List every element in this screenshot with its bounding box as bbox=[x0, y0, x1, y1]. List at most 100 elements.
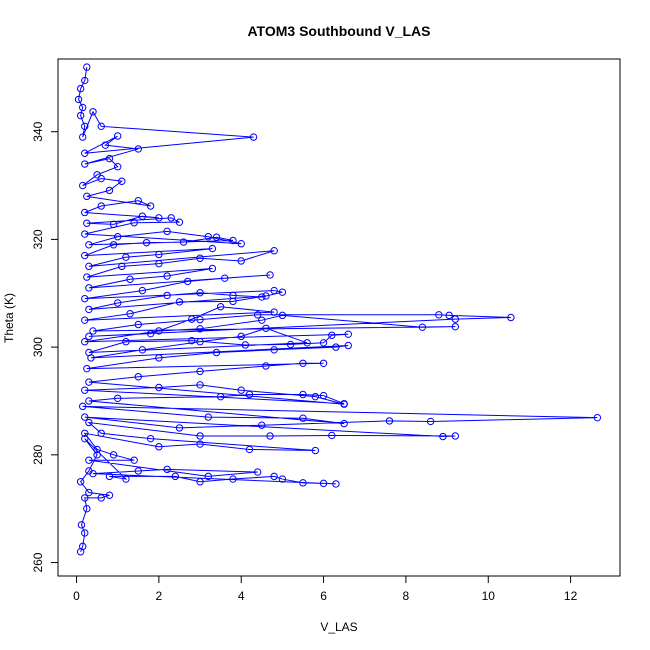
data-point bbox=[83, 192, 91, 201]
data-point bbox=[81, 251, 89, 260]
data-point bbox=[134, 467, 142, 475]
data-point bbox=[229, 236, 237, 245]
data-point bbox=[74, 95, 83, 104]
data-point bbox=[340, 419, 348, 428]
data-point bbox=[241, 341, 250, 349]
data-point bbox=[253, 311, 262, 319]
data-point bbox=[126, 275, 134, 283]
data-point bbox=[299, 390, 307, 399]
data-point bbox=[97, 494, 105, 502]
data-point bbox=[114, 132, 122, 140]
data-point bbox=[114, 163, 122, 171]
y-tick-label: 280 bbox=[31, 444, 45, 464]
x-tick-label: 10 bbox=[482, 589, 496, 603]
data-point bbox=[138, 346, 147, 354]
data-point bbox=[155, 443, 163, 451]
data-point bbox=[328, 331, 336, 339]
data-point bbox=[299, 359, 307, 367]
data-point bbox=[208, 264, 217, 273]
x-tick-label: 12 bbox=[564, 589, 578, 603]
data-point bbox=[142, 238, 151, 247]
data-point bbox=[196, 289, 204, 297]
series-line bbox=[78, 67, 598, 552]
data-point bbox=[262, 362, 270, 370]
data-point bbox=[270, 247, 278, 255]
data-point bbox=[167, 214, 175, 222]
data-point bbox=[83, 504, 91, 513]
data-point bbox=[196, 432, 204, 440]
x-tick-label: 4 bbox=[238, 589, 245, 603]
data-point bbox=[155, 354, 163, 362]
data-point bbox=[216, 303, 225, 311]
data-point bbox=[418, 323, 427, 331]
data-point bbox=[130, 219, 138, 227]
data-point bbox=[270, 472, 278, 481]
data-point bbox=[270, 346, 278, 354]
data-point bbox=[155, 259, 163, 268]
data-point bbox=[77, 521, 86, 529]
data-point bbox=[105, 186, 114, 195]
data-point bbox=[83, 364, 91, 373]
data-point bbox=[93, 445, 101, 454]
plot-frame bbox=[57, 58, 621, 577]
data-point bbox=[146, 329, 155, 338]
data-point bbox=[97, 429, 105, 437]
data-point bbox=[85, 305, 93, 314]
data-point bbox=[134, 373, 142, 381]
data-point bbox=[299, 479, 307, 487]
data-point bbox=[286, 340, 295, 349]
data-point bbox=[183, 277, 192, 286]
data-point bbox=[319, 359, 328, 367]
data-point bbox=[85, 284, 93, 292]
x-tick-label: 8 bbox=[403, 589, 410, 603]
data-point bbox=[105, 154, 114, 163]
data-point bbox=[79, 181, 87, 190]
data-point bbox=[114, 233, 122, 241]
data-point bbox=[262, 324, 270, 332]
data-point bbox=[155, 327, 163, 335]
data-point bbox=[93, 451, 101, 459]
data-point bbox=[81, 230, 89, 238]
data-point bbox=[328, 431, 336, 440]
data-point bbox=[179, 238, 188, 246]
data-point bbox=[109, 241, 118, 249]
data-point bbox=[109, 220, 118, 229]
data-point bbox=[163, 465, 171, 474]
data-point bbox=[311, 392, 320, 401]
data-point bbox=[258, 316, 266, 324]
data-point bbox=[85, 488, 93, 497]
data-point bbox=[83, 219, 91, 227]
data-point bbox=[118, 262, 126, 271]
data-point bbox=[146, 434, 155, 443]
data-point bbox=[93, 171, 101, 179]
data-point bbox=[155, 214, 163, 222]
data-point bbox=[105, 472, 114, 481]
data-point bbox=[270, 286, 278, 295]
x-tick-label: 0 bbox=[73, 589, 80, 603]
data-point bbox=[134, 145, 142, 153]
data-point bbox=[245, 390, 254, 399]
data-point bbox=[134, 196, 142, 205]
y-tick-label: 340 bbox=[31, 121, 45, 141]
data-point bbox=[237, 257, 245, 265]
data-point bbox=[81, 338, 89, 346]
data-point bbox=[89, 108, 97, 116]
data-point bbox=[81, 429, 89, 437]
data-point bbox=[76, 478, 85, 486]
data-point bbox=[76, 84, 85, 93]
data-point bbox=[451, 315, 460, 323]
y-tick-label: 320 bbox=[31, 229, 45, 249]
data-point bbox=[196, 367, 204, 376]
data-point bbox=[278, 288, 287, 296]
data-point bbox=[81, 413, 89, 421]
data-point bbox=[114, 299, 122, 307]
data-point bbox=[319, 391, 328, 400]
data-point bbox=[221, 274, 229, 282]
data-point bbox=[204, 413, 212, 421]
data-point bbox=[79, 133, 87, 141]
data-point bbox=[76, 111, 85, 120]
data-point bbox=[196, 325, 204, 333]
data-point bbox=[451, 432, 460, 440]
data-point bbox=[319, 479, 328, 488]
data-point bbox=[258, 293, 266, 301]
